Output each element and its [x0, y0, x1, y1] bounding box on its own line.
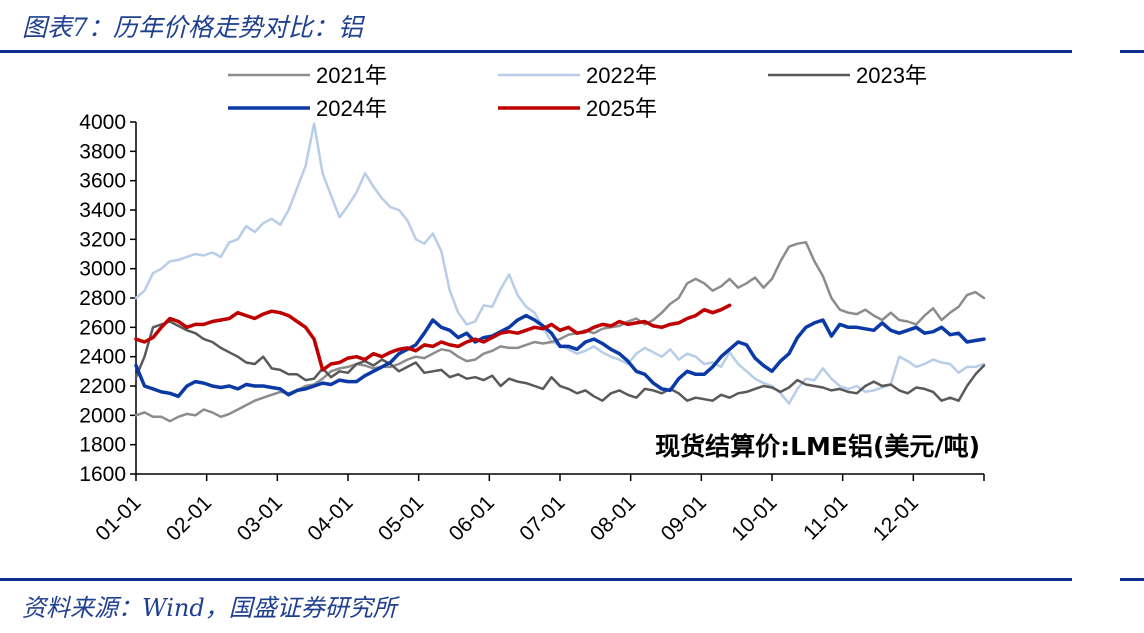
legend-label: 2021年	[316, 63, 387, 88]
series-line-2	[134, 320, 986, 402]
y-axis: 1600 1800 2000 2200 2400 2600 2800 3000 3200 3400…	[79, 111, 137, 486]
legend: 2021年 2022年 2023年 2024年 2025年	[228, 63, 927, 121]
y-tick-label: 3200	[79, 228, 126, 251]
plot-lines	[134, 122, 986, 423]
y-tick-label: 3600	[79, 170, 126, 193]
series-line-4	[134, 303, 732, 372]
y-tick-label: 2400	[79, 346, 126, 369]
y-tick-label: 3800	[79, 140, 126, 163]
y-tick-label: 3400	[79, 199, 126, 222]
y-tick-label: 2600	[79, 316, 126, 339]
top-rule	[0, 50, 1072, 53]
x-tick-label: 08-01	[586, 491, 640, 545]
x-tick-label: 05-01	[374, 491, 428, 545]
y-tick-label: 1600	[79, 463, 126, 486]
legend-label: 2024年	[316, 96, 387, 121]
x-tick-label: 04-01	[303, 491, 357, 545]
chart-annotation: 现货结算价:LME铝(美元/吨)	[655, 432, 980, 461]
x-tick-label: 02-01	[162, 491, 216, 545]
y-tick-label: 3000	[79, 258, 126, 281]
series-line-1	[134, 122, 986, 405]
x-tick-label: 01-01	[91, 491, 145, 545]
bottom-rule-right	[1120, 578, 1144, 581]
x-tick-label: 10-01	[727, 491, 781, 545]
y-tick-label: 1800	[79, 434, 126, 457]
y-tick-label: 2800	[79, 287, 126, 310]
legend-label: 2023年	[856, 63, 927, 88]
top-rule-right	[1120, 50, 1144, 53]
legend-label: 2025年	[586, 96, 657, 121]
x-tick-label: 12-01	[869, 491, 923, 545]
series-line-0	[134, 241, 986, 423]
x-tick-label: 03-01	[233, 491, 287, 545]
y-tick-label: 2000	[79, 404, 126, 427]
bottom-rule	[0, 578, 1072, 581]
y-tick-label: 2200	[79, 375, 126, 398]
x-tick-label: 11-01	[799, 491, 852, 544]
y-tick-label: 4000	[79, 111, 126, 134]
series-line-3	[134, 313, 986, 399]
x-tick-label: 06-01	[445, 491, 499, 545]
x-tick-label: 09-01	[657, 491, 711, 545]
x-tick-label: 07-01	[515, 491, 569, 545]
x-axis: 01-01 02-01 03-01 04-01 05-01 06-01 07-01 08-01…	[91, 473, 985, 546]
source-note: 资料来源：Wind，国盛证券研究所	[22, 594, 397, 622]
legend-label: 2022年	[586, 63, 657, 88]
figure-title: 图表7：历年价格走势对比：铝	[22, 13, 363, 42]
